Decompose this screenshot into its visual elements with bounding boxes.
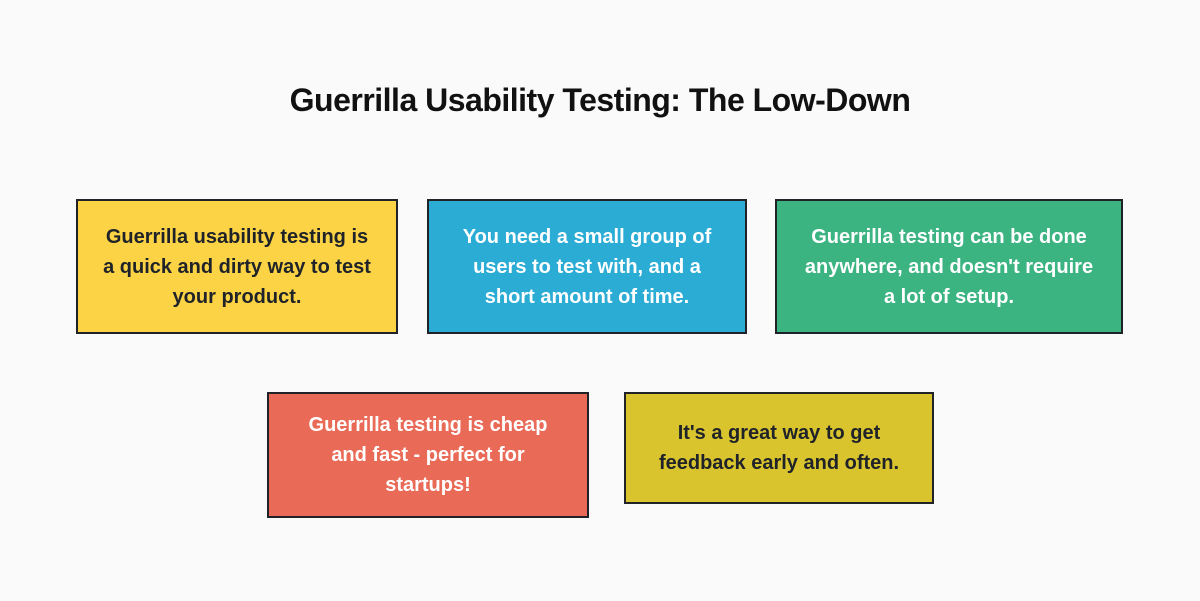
card-done-anywhere: Guerrilla testing can be done anywhere, … xyxy=(775,199,1123,334)
card-feedback-early-often: It's a great way to get feedback early a… xyxy=(624,392,934,504)
card-cheap-and-fast: Guerrilla testing is cheap and fast - pe… xyxy=(267,392,589,518)
card-text: Guerrilla testing is cheap and fast - pe… xyxy=(308,414,548,496)
card-text: Guerrilla testing can be done anywhere, … xyxy=(804,225,1094,308)
card-text: It's a great way to get feedback early a… xyxy=(658,422,900,474)
card-text: You need a small group of users to test … xyxy=(462,225,712,308)
card-text: Guerrilla usability testing is a quick a… xyxy=(103,225,371,308)
page-title: Guerrilla Usability Testing: The Low-Dow… xyxy=(289,82,911,118)
card-small-group-short-time: You need a small group of users to test … xyxy=(427,199,747,334)
card-quick-and-dirty: Guerrilla usability testing is a quick a… xyxy=(76,199,398,334)
